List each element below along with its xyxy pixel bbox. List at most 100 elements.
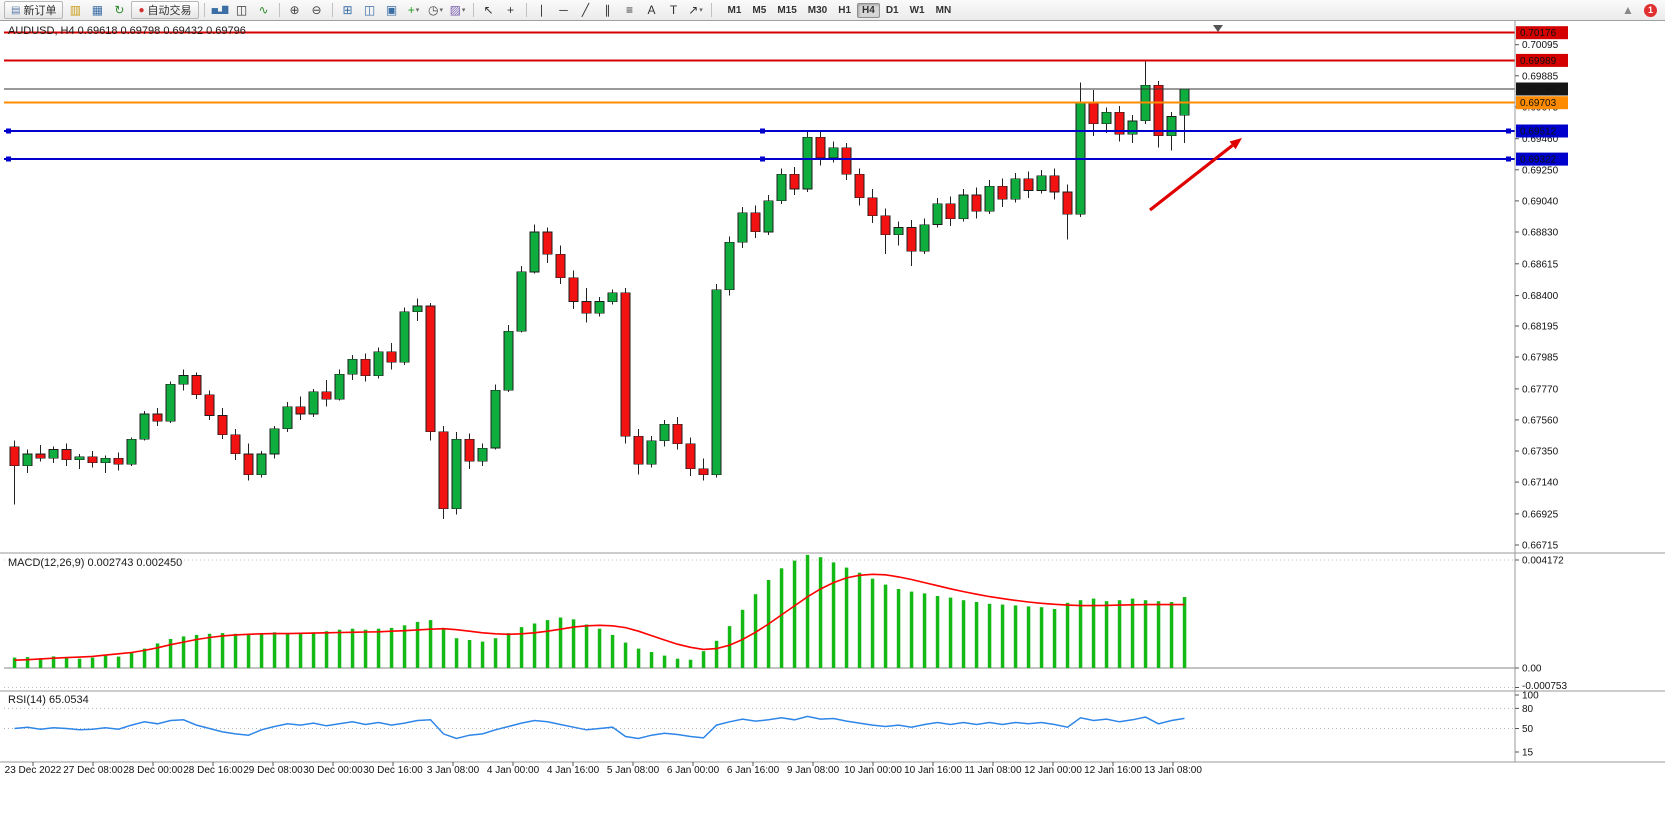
svg-text:0.69512: 0.69512 bbox=[1520, 127, 1557, 138]
svg-text:0.68830: 0.68830 bbox=[1522, 228, 1559, 239]
zoom-out-icon[interactable]: ⊖ bbox=[311, 3, 322, 17]
shapes-icon[interactable]: ↗ ▾ bbox=[688, 3, 703, 17]
macd-histogram-bar bbox=[64, 657, 69, 668]
candle bbox=[854, 173, 865, 199]
chevron-down-icon: ▾ bbox=[439, 6, 443, 14]
candlestick-chart-icon[interactable]: ◫ bbox=[235, 3, 248, 17]
price-box bbox=[1516, 152, 1568, 166]
timeframe-button-m30[interactable]: M30 bbox=[807, 4, 828, 16]
svg-text:0.69703: 0.69703 bbox=[1520, 98, 1557, 109]
macd-histogram-bar bbox=[636, 648, 641, 668]
chart-shift-marker[interactable] bbox=[1213, 25, 1223, 32]
line-chart-icon[interactable]: ∿ bbox=[258, 3, 269, 17]
timeframe-button-m15[interactable]: M15 bbox=[777, 4, 797, 16]
svg-text:0.70095: 0.70095 bbox=[1522, 40, 1559, 51]
text-tool-icon[interactable]: A bbox=[647, 3, 656, 17]
bar-chart-icon[interactable]: ▅▂▇ bbox=[211, 5, 228, 14]
macd-histogram-bar bbox=[545, 620, 550, 668]
macd-histogram-bar bbox=[571, 619, 576, 668]
trendline-icon[interactable]: ╱ bbox=[581, 3, 590, 17]
periods-icon[interactable]: ◷ ▾ bbox=[428, 3, 443, 17]
candle bbox=[893, 227, 904, 236]
macd-histogram-bar bbox=[623, 642, 628, 668]
candle bbox=[906, 227, 917, 252]
svg-text:0.68195: 0.68195 bbox=[1522, 322, 1559, 333]
timeframe-button-mn[interactable]: MN bbox=[935, 4, 952, 16]
candle bbox=[360, 358, 371, 376]
zoom-in-icon[interactable]: ⊕ bbox=[289, 3, 300, 17]
price-box bbox=[1516, 124, 1568, 138]
label-tool-icon[interactable]: T bbox=[669, 3, 678, 17]
macd-histogram-bar bbox=[1169, 602, 1174, 668]
line-handle[interactable] bbox=[6, 128, 11, 134]
line-handle[interactable] bbox=[6, 156, 11, 162]
candle bbox=[1088, 102, 1099, 125]
timeframe-button-h4[interactable]: H4 bbox=[857, 2, 880, 18]
svg-text:27 Dec 08:00: 27 Dec 08:00 bbox=[63, 765, 123, 776]
candle bbox=[61, 449, 72, 461]
macd-histogram-bar bbox=[883, 584, 888, 668]
candle bbox=[178, 375, 189, 385]
svg-text:0.67985: 0.67985 bbox=[1522, 353, 1559, 364]
candle bbox=[1036, 175, 1047, 191]
svg-text:0.66715: 0.66715 bbox=[1522, 541, 1559, 552]
crosshair-icon[interactable]: + bbox=[506, 3, 514, 17]
fibonacci-icon[interactable]: ≡ bbox=[625, 3, 633, 17]
horizontal-line-icon[interactable]: ─ bbox=[559, 3, 568, 17]
charts-list-icon[interactable]: ▥ bbox=[69, 3, 82, 17]
line-handle[interactable] bbox=[760, 156, 765, 162]
trend-arrow-annotation[interactable] bbox=[1149, 138, 1242, 212]
timeframe-button-m1[interactable]: M1 bbox=[727, 4, 742, 16]
timeframe-button-m5[interactable]: M5 bbox=[752, 4, 767, 16]
svg-text:6 Jan 00:00: 6 Jan 00:00 bbox=[667, 765, 720, 776]
candle bbox=[503, 330, 514, 391]
timeframe-button-h1[interactable]: H1 bbox=[838, 4, 852, 16]
indicators-add-icon[interactable]: + ▾ bbox=[407, 3, 420, 17]
macd-signal-line bbox=[14, 573, 1185, 661]
new-order-icon: ▤ bbox=[11, 4, 21, 16]
macd-histogram-bar bbox=[1091, 598, 1096, 668]
candle bbox=[165, 384, 176, 422]
timeframe-button-w1[interactable]: W1 bbox=[909, 4, 925, 16]
candle bbox=[685, 443, 696, 470]
macd-histogram-bar bbox=[25, 657, 30, 668]
candle bbox=[880, 215, 891, 236]
candle bbox=[217, 415, 228, 436]
candle bbox=[763, 200, 774, 233]
vertical-line-icon[interactable]: ∣ bbox=[538, 3, 545, 17]
new-chart-icon[interactable]: ⊞ bbox=[342, 3, 353, 17]
macd-histogram-bar bbox=[142, 648, 147, 668]
candle bbox=[152, 413, 163, 422]
line-handle[interactable] bbox=[1506, 156, 1511, 162]
candle bbox=[87, 456, 98, 464]
svg-text:28 Dec 16:00: 28 Dec 16:00 bbox=[183, 765, 243, 776]
timeframe-button-d1[interactable]: D1 bbox=[885, 4, 899, 16]
svg-text:0.69040: 0.69040 bbox=[1522, 196, 1559, 207]
macd-histogram-bar bbox=[467, 640, 472, 668]
price-box bbox=[1516, 82, 1568, 96]
notification-badge[interactable]: 1 bbox=[1644, 3, 1657, 17]
macd-histogram-bar bbox=[857, 572, 862, 668]
macd-histogram-bar bbox=[376, 628, 381, 668]
autotrading-button[interactable]: ● 自动交易 bbox=[131, 1, 199, 19]
cursor-icon[interactable]: ↖ bbox=[483, 3, 494, 17]
templates-icon[interactable]: ▨ ▾ bbox=[449, 3, 466, 17]
toolbar-collapse-icon[interactable]: ▲ bbox=[1622, 3, 1634, 17]
line-handle[interactable] bbox=[1506, 128, 1511, 134]
macd-histogram-bar bbox=[519, 627, 524, 668]
svg-text:0.69989: 0.69989 bbox=[1520, 56, 1557, 67]
line-handle[interactable] bbox=[760, 128, 765, 134]
refresh-icon[interactable]: ↻ bbox=[114, 3, 125, 17]
channel-icon[interactable]: ∥ bbox=[604, 3, 611, 17]
cascade-windows-icon[interactable]: ▣ bbox=[385, 3, 398, 17]
tile-windows-icon[interactable]: ◫ bbox=[363, 3, 376, 17]
macd-histogram-bar bbox=[428, 620, 433, 668]
new-order-button[interactable]: ▤ 新订单 bbox=[4, 1, 64, 19]
toolbar-separator bbox=[710, 3, 712, 17]
candle bbox=[451, 438, 462, 510]
profiles-icon[interactable]: ▦ bbox=[91, 3, 104, 17]
candle bbox=[828, 147, 839, 159]
candle bbox=[412, 305, 423, 313]
